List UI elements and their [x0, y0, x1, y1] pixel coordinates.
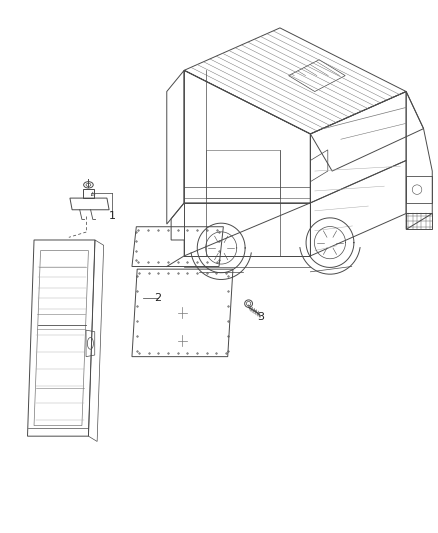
Text: 3: 3 — [257, 312, 264, 322]
Text: 2: 2 — [155, 293, 162, 303]
Text: 1: 1 — [109, 211, 116, 221]
